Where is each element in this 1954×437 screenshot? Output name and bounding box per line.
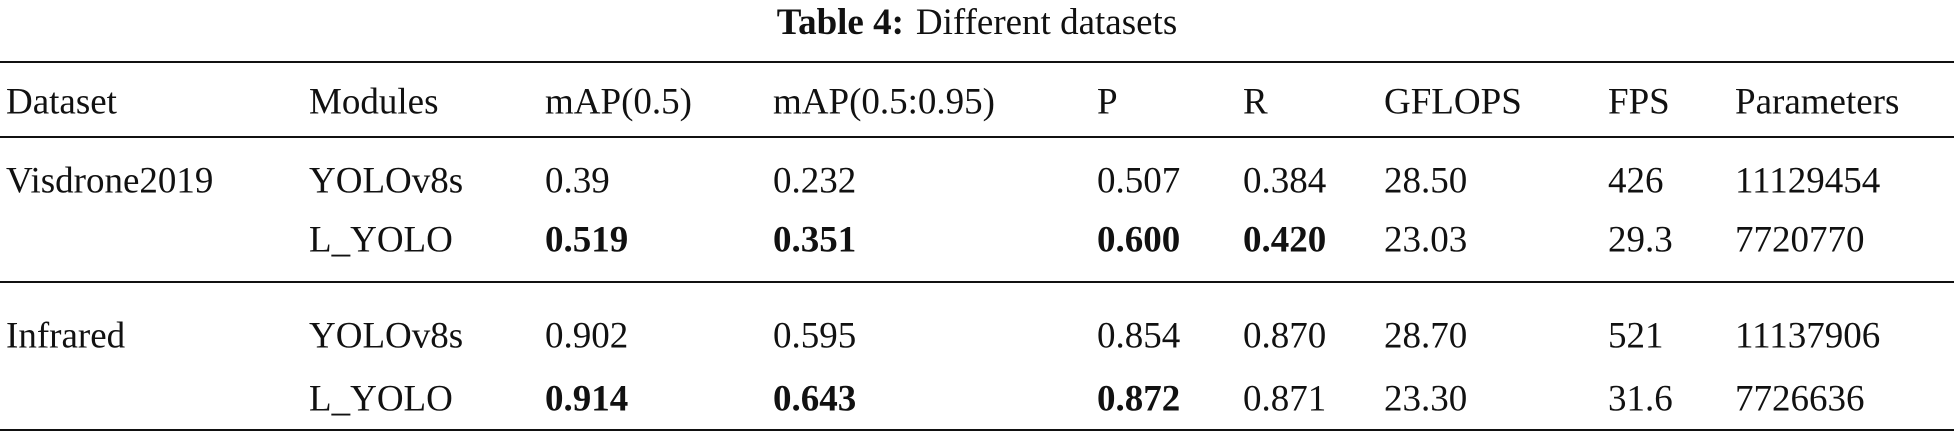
header-rule bbox=[0, 136, 1954, 138]
table-cell: 0.232 bbox=[773, 160, 857, 202]
table-cell: YOLOv8s bbox=[309, 315, 464, 357]
table-cell: 0.600 bbox=[1097, 219, 1181, 261]
table-cell: 23.03 bbox=[1384, 219, 1468, 261]
table-cell: 426 bbox=[1608, 160, 1664, 202]
header-cell: FPS bbox=[1608, 81, 1670, 123]
table-cell: 0.914 bbox=[545, 378, 629, 420]
top-rule bbox=[0, 61, 1954, 63]
header-cell: Dataset bbox=[6, 81, 117, 123]
table-cell: 0.351 bbox=[773, 219, 857, 261]
table-cell: 521 bbox=[1608, 315, 1664, 357]
table-cell: 0.420 bbox=[1243, 219, 1327, 261]
bottom-rule bbox=[0, 429, 1954, 431]
table-cell: 11137906 bbox=[1735, 315, 1881, 357]
table-cell: 0.507 bbox=[1097, 160, 1181, 202]
table-cell: 0.595 bbox=[773, 315, 857, 357]
dataset-cell: Visdrone2019 bbox=[6, 160, 214, 202]
table-cell: 7720770 bbox=[1735, 219, 1865, 261]
dataset-cell: Infrared bbox=[6, 315, 126, 357]
header-cell: GFLOPS bbox=[1384, 81, 1522, 123]
table-cell: 28.70 bbox=[1384, 315, 1468, 357]
table-cell: 0.872 bbox=[1097, 378, 1181, 420]
header-cell: Modules bbox=[309, 81, 439, 123]
table-cell: L_YOLO bbox=[309, 378, 453, 420]
header-cell: P bbox=[1097, 81, 1118, 123]
table-cell: 0.519 bbox=[545, 219, 629, 261]
table-cell: 0.39 bbox=[545, 160, 610, 202]
table-cell: 23.30 bbox=[1384, 378, 1468, 420]
table-cell: 0.871 bbox=[1243, 378, 1327, 420]
table-cell: 0.870 bbox=[1243, 315, 1327, 357]
header-cell: R bbox=[1243, 81, 1268, 123]
caption-label: Table 4: bbox=[776, 2, 904, 43]
table-cell: 31.6 bbox=[1608, 378, 1673, 420]
table-cell: 7726636 bbox=[1735, 378, 1865, 420]
table-cell: 0.643 bbox=[773, 378, 857, 420]
table-caption: Table 4: Different datasets bbox=[0, 4, 1954, 41]
table-cell: 0.384 bbox=[1243, 160, 1327, 202]
group-rule bbox=[0, 281, 1954, 283]
table-cell: 0.902 bbox=[545, 315, 629, 357]
header-cell: mAP(0.5) bbox=[545, 81, 692, 123]
table-cell: L_YOLO bbox=[309, 219, 453, 261]
table-cell: 0.854 bbox=[1097, 315, 1181, 357]
table-cell: 11129454 bbox=[1735, 160, 1881, 202]
header-cell: Parameters bbox=[1735, 81, 1900, 123]
caption-text: Different datasets bbox=[915, 2, 1178, 43]
table-cell: 28.50 bbox=[1384, 160, 1468, 202]
header-cell: mAP(0.5:0.95) bbox=[773, 81, 995, 123]
table-cell: YOLOv8s bbox=[309, 160, 464, 202]
table-cell: 29.3 bbox=[1608, 219, 1673, 261]
